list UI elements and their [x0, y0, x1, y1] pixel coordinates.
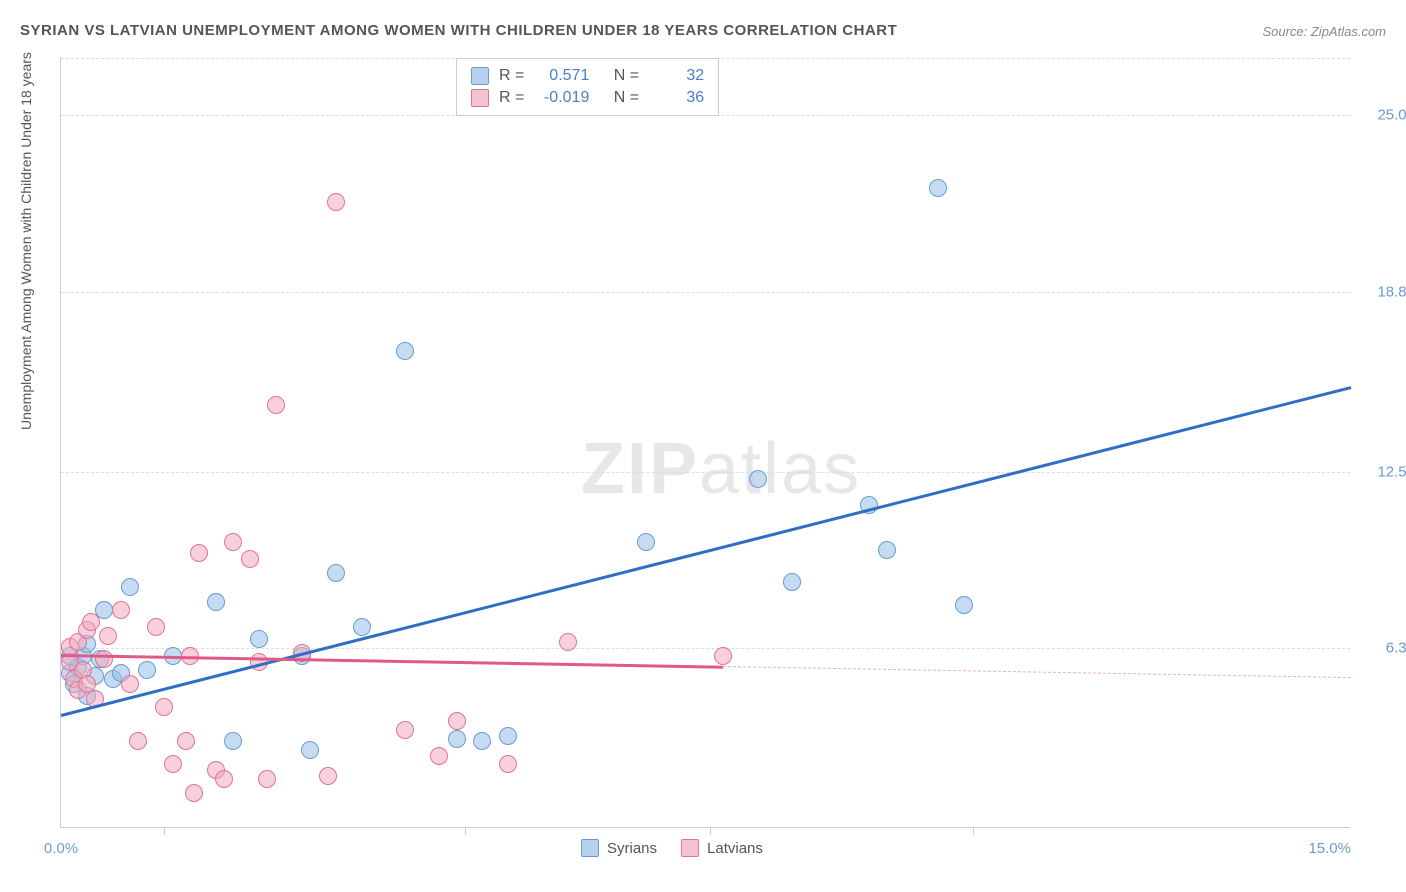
scatter-point — [224, 533, 242, 551]
scatter-point — [241, 550, 259, 568]
stats-row-latvians: R = -0.019 N = 36 — [471, 87, 704, 109]
r-value-syrians: 0.571 — [534, 67, 589, 85]
xtick — [710, 827, 711, 835]
ytick-label: 18.8% — [1360, 283, 1406, 300]
y-axis-label: Unemployment Among Women with Children U… — [18, 52, 34, 430]
trend-line — [723, 666, 1351, 678]
swatch-icon — [681, 839, 699, 857]
scatter-point — [99, 627, 117, 645]
scatter-point — [473, 732, 491, 750]
n-label: N = — [614, 67, 639, 85]
swatch-icon — [581, 839, 599, 857]
scatter-point — [319, 767, 337, 785]
swatch-icon — [471, 67, 489, 85]
scatter-point — [499, 727, 517, 745]
scatter-point — [215, 770, 233, 788]
scatter-point — [185, 784, 203, 802]
stats-row-syrians: R = 0.571 N = 32 — [471, 65, 704, 87]
xtick — [973, 827, 974, 835]
stats-box: R = 0.571 N = 32 R = -0.019 N = 36 — [456, 58, 719, 116]
scatter-point — [224, 732, 242, 750]
gridline — [61, 648, 1350, 649]
n-label: N = — [614, 89, 639, 107]
scatter-point — [82, 613, 100, 631]
scatter-point — [396, 342, 414, 360]
n-value-syrians: 32 — [649, 67, 704, 85]
scatter-point — [448, 730, 466, 748]
scatter-point — [448, 712, 466, 730]
scatter-point — [714, 647, 732, 665]
scatter-point — [258, 770, 276, 788]
scatter-point — [353, 618, 371, 636]
scatter-point — [929, 179, 947, 197]
scatter-point — [121, 578, 139, 596]
scatter-point — [147, 618, 165, 636]
scatter-point — [327, 564, 345, 582]
scatter-point — [301, 741, 319, 759]
xtick-label: 15.0% — [1308, 840, 1351, 857]
scatter-point — [112, 601, 130, 619]
watermark-light: atlas — [699, 429, 861, 509]
scatter-point — [267, 396, 285, 414]
r-value-latvians: -0.019 — [534, 89, 589, 107]
legend-item-syrians: Syrians — [581, 839, 657, 857]
trend-line — [61, 654, 723, 668]
scatter-point — [559, 633, 577, 651]
watermark-bold: ZIP — [581, 429, 699, 509]
legend: Syrians Latvians — [581, 839, 763, 857]
chart-plot-area: ZIPatlas R = 0.571 N = 32 R = -0.019 N =… — [60, 58, 1350, 828]
legend-label: Syrians — [607, 840, 657, 857]
scatter-point — [955, 596, 973, 614]
n-value-latvians: 36 — [649, 89, 704, 107]
scatter-point — [95, 650, 113, 668]
r-label: R = — [499, 89, 524, 107]
scatter-point — [121, 675, 139, 693]
scatter-point — [396, 721, 414, 739]
xtick — [465, 827, 466, 835]
legend-item-latvians: Latvians — [681, 839, 763, 857]
scatter-point — [177, 732, 195, 750]
swatch-icon — [471, 89, 489, 107]
xtick — [164, 827, 165, 835]
watermark: ZIPatlas — [581, 428, 861, 510]
scatter-point — [190, 544, 208, 562]
scatter-point — [878, 541, 896, 559]
scatter-point — [155, 698, 173, 716]
scatter-point — [207, 593, 225, 611]
scatter-point — [129, 732, 147, 750]
r-label: R = — [499, 67, 524, 85]
scatter-point — [499, 755, 517, 773]
chart-title: SYRIAN VS LATVIAN UNEMPLOYMENT AMONG WOM… — [20, 22, 897, 39]
scatter-point — [637, 533, 655, 551]
scatter-point — [749, 470, 767, 488]
scatter-point — [250, 630, 268, 648]
ytick-label: 12.5% — [1360, 463, 1406, 480]
source-label: Source: ZipAtlas.com — [1262, 24, 1386, 39]
gridline — [61, 472, 1350, 473]
gridline — [61, 292, 1350, 293]
scatter-point — [783, 573, 801, 591]
ytick-label: 6.3% — [1360, 640, 1406, 657]
scatter-point — [138, 661, 156, 679]
scatter-point — [327, 193, 345, 211]
scatter-point — [164, 755, 182, 773]
scatter-point — [430, 747, 448, 765]
legend-label: Latvians — [707, 840, 763, 857]
xtick-label: 0.0% — [44, 840, 78, 857]
ytick-label: 25.0% — [1360, 107, 1406, 124]
